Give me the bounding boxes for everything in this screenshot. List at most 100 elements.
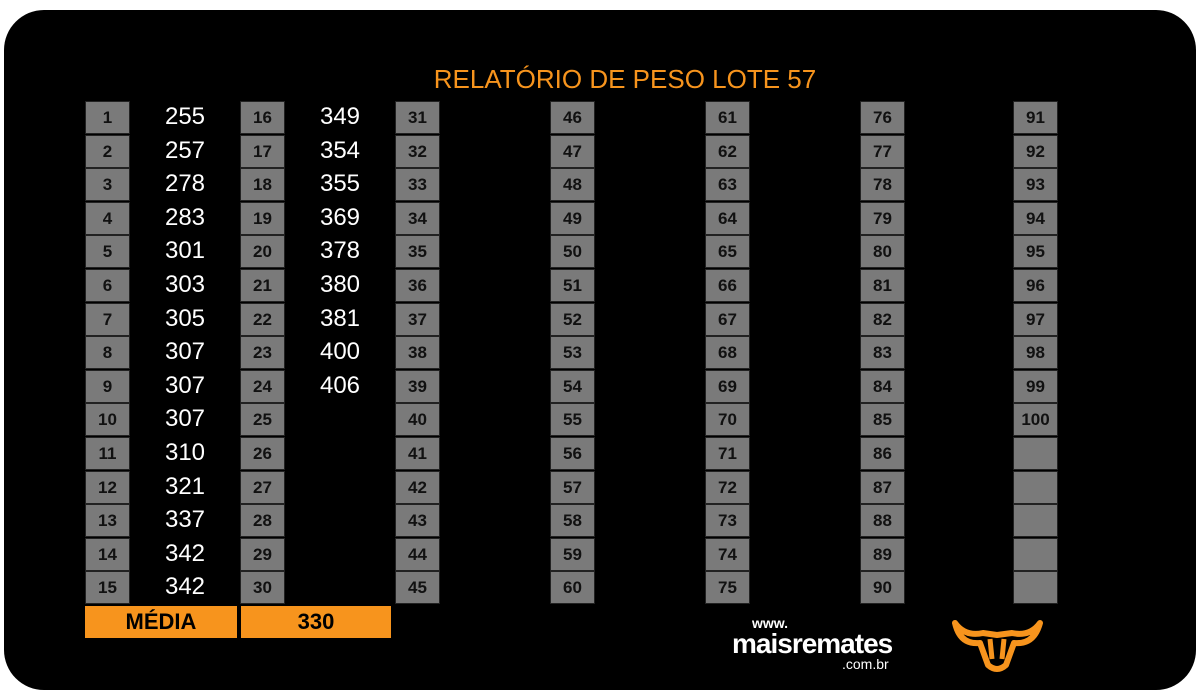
- weight: 283: [164, 203, 206, 231]
- row-number: 95: [1013, 235, 1058, 269]
- row-number: 11: [85, 437, 130, 470]
- logo-icon: [952, 620, 1043, 672]
- row-number: 96: [1013, 269, 1058, 302]
- row-number: 60: [550, 571, 595, 605]
- weight: 321: [164, 472, 206, 500]
- row-number: 93: [1013, 168, 1058, 202]
- row-number: 16: [240, 101, 285, 134]
- row-number: 81: [860, 269, 905, 302]
- row-number: 30: [240, 571, 285, 605]
- row-number: 88: [860, 504, 905, 538]
- weight: 400: [319, 338, 361, 366]
- weight: 354: [319, 136, 361, 164]
- weight: 307: [164, 405, 206, 433]
- row-number: 17: [240, 134, 285, 168]
- row-number: 49: [550, 201, 595, 235]
- row-number: 40: [395, 403, 440, 437]
- row-number: 100: [1013, 403, 1058, 437]
- row-number: 28: [240, 504, 285, 538]
- row-number: 51: [550, 269, 595, 302]
- row-number: 99: [1013, 369, 1058, 403]
- weight: 349: [319, 103, 361, 130]
- row-number: 35: [395, 235, 440, 269]
- row-number: 8: [85, 336, 130, 370]
- row-number: 80: [860, 235, 905, 269]
- row-number: 5: [85, 235, 130, 269]
- row-number: 98: [1013, 336, 1058, 370]
- row-number: 29: [240, 537, 285, 571]
- weight: 369: [319, 203, 361, 231]
- weight: 310: [164, 439, 206, 466]
- weight: 355: [319, 170, 361, 198]
- weight: 278: [164, 170, 206, 198]
- row-number: 86: [860, 437, 905, 470]
- row-number: 75: [705, 571, 750, 605]
- row-number: 82: [860, 302, 905, 336]
- weight: 307: [164, 371, 206, 399]
- row-number: 97: [1013, 302, 1058, 336]
- row-number: 84: [860, 369, 905, 403]
- row-number: 24: [240, 369, 285, 403]
- row-number: 78: [860, 168, 905, 202]
- row-number: 13: [85, 504, 130, 538]
- row-number: 79: [860, 201, 905, 235]
- row-number: 67: [705, 302, 750, 336]
- weight: 255: [164, 103, 206, 130]
- row-number: 26: [240, 437, 285, 470]
- row-number: 59: [550, 537, 595, 571]
- row-number: 20: [240, 235, 285, 269]
- logo-prefix: www.: [752, 615, 789, 631]
- card: [4, 10, 1196, 690]
- title: RELATÓRIO DE PESO LOTE 57: [433, 64, 817, 94]
- row-number: 4: [85, 201, 130, 235]
- row-number: 56: [550, 437, 595, 470]
- row-number: 69: [705, 369, 750, 403]
- row-number: 36: [395, 269, 440, 302]
- row-number: 83: [860, 336, 905, 370]
- weight: 337: [164, 506, 206, 534]
- row-number: 54: [550, 369, 595, 403]
- row-number: 31: [395, 101, 440, 134]
- row-number: 62: [705, 134, 750, 168]
- row-number: 76: [860, 101, 905, 134]
- row-number: 91: [1013, 101, 1058, 134]
- row-number: 50: [550, 235, 595, 269]
- row-number: 64: [705, 201, 750, 235]
- row-number: 68: [705, 336, 750, 370]
- row-number: 61: [705, 101, 750, 134]
- row-number: 57: [550, 470, 595, 504]
- row-number: 58: [550, 504, 595, 538]
- weight: 342: [164, 539, 206, 567]
- empty-cell: [1013, 504, 1058, 538]
- row-number: 44: [395, 537, 440, 571]
- row-number: 74: [705, 537, 750, 571]
- weight: 257: [164, 136, 206, 164]
- row-number: 34: [395, 201, 440, 235]
- row-number: 41: [395, 437, 440, 470]
- row-number: 94: [1013, 201, 1058, 235]
- row-number: 27: [240, 470, 285, 504]
- row-number: 23: [240, 336, 285, 370]
- row-number: 70: [705, 403, 750, 437]
- row-number: 90: [860, 571, 905, 605]
- row-number: 25: [240, 403, 285, 437]
- weight: 380: [319, 271, 361, 298]
- row-number: 47: [550, 134, 595, 168]
- row-number: 19: [240, 201, 285, 235]
- row-number: 38: [395, 336, 440, 370]
- row-number: 15: [85, 571, 130, 605]
- empty-cell: [1013, 470, 1058, 504]
- row-number: 77: [860, 134, 905, 168]
- row-number: 7: [85, 302, 130, 336]
- row-number: 87: [860, 470, 905, 504]
- row-number: 89: [860, 537, 905, 571]
- empty-cell: [1013, 571, 1058, 605]
- average-value: 330: [241, 606, 391, 638]
- row-number: 39: [395, 369, 440, 403]
- row-number: 22: [240, 302, 285, 336]
- row-number: 48: [550, 168, 595, 202]
- row-number: 63: [705, 168, 750, 202]
- row-number: 2: [85, 134, 130, 168]
- row-number: 53: [550, 336, 595, 370]
